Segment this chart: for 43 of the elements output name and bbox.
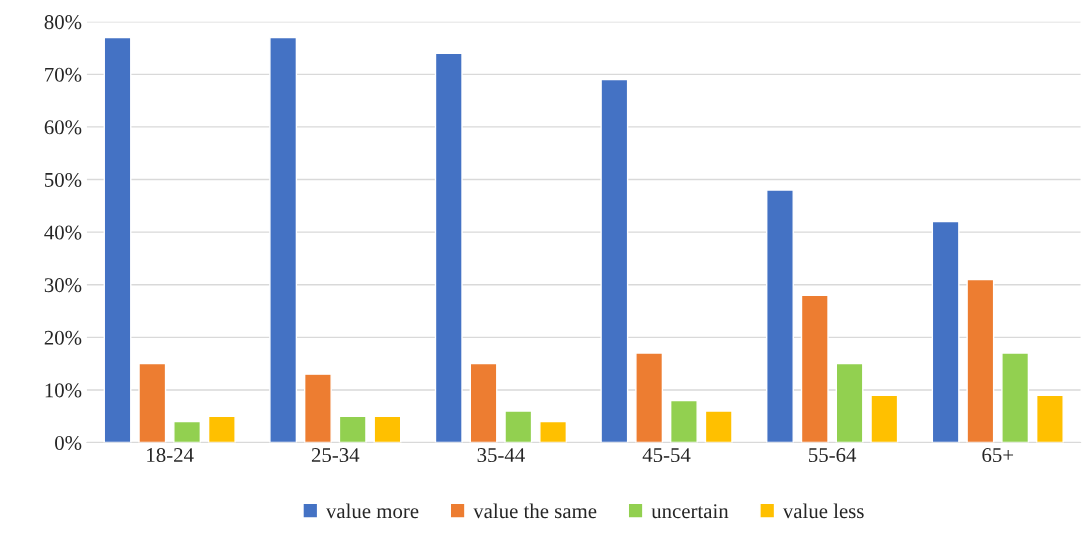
bar xyxy=(931,220,960,443)
bar xyxy=(635,352,664,443)
y-tick-label: 10% xyxy=(45,383,82,398)
legend-label: value more xyxy=(325,503,419,519)
bar xyxy=(870,394,899,443)
bar xyxy=(1001,352,1030,443)
legend-label: uncertain xyxy=(651,504,729,519)
y-tick-label: 40% xyxy=(44,225,82,240)
x-tick-label: 55-64 xyxy=(809,448,857,463)
x-tick-label: 65+ xyxy=(982,448,1014,463)
bar xyxy=(269,36,298,443)
bar xyxy=(704,410,733,443)
y-tick-label: 80% xyxy=(44,15,82,30)
legend-label: value less xyxy=(782,503,864,519)
bar xyxy=(600,78,629,443)
bar xyxy=(966,278,995,443)
bar xyxy=(207,415,236,443)
bar xyxy=(173,420,202,443)
x-tick-label: 18-24 xyxy=(147,448,194,463)
bar xyxy=(800,294,829,443)
bar xyxy=(469,362,498,443)
bar xyxy=(669,399,698,443)
y-tick-label: 0% xyxy=(55,435,82,451)
bar xyxy=(539,420,568,443)
y-tick-label: 20% xyxy=(44,330,82,345)
bar xyxy=(434,52,463,443)
bar xyxy=(338,415,367,443)
y-tick-label: 50% xyxy=(45,172,82,188)
bar xyxy=(835,362,864,443)
y-tick-label: 70% xyxy=(45,67,82,82)
x-tick-label: 25-34 xyxy=(311,448,360,463)
bar xyxy=(103,36,132,443)
legend-label: value the same xyxy=(473,503,597,519)
bar xyxy=(303,373,332,443)
y-tick-label: 60% xyxy=(44,120,82,135)
x-tick-label: 35-44 xyxy=(477,448,525,463)
bar xyxy=(1035,394,1064,443)
x-tick-label: 45-54 xyxy=(642,448,691,463)
bar xyxy=(373,415,402,443)
y-tick-label: 30% xyxy=(44,278,82,293)
bar xyxy=(504,410,533,443)
bar xyxy=(766,189,794,443)
bar xyxy=(138,362,167,443)
